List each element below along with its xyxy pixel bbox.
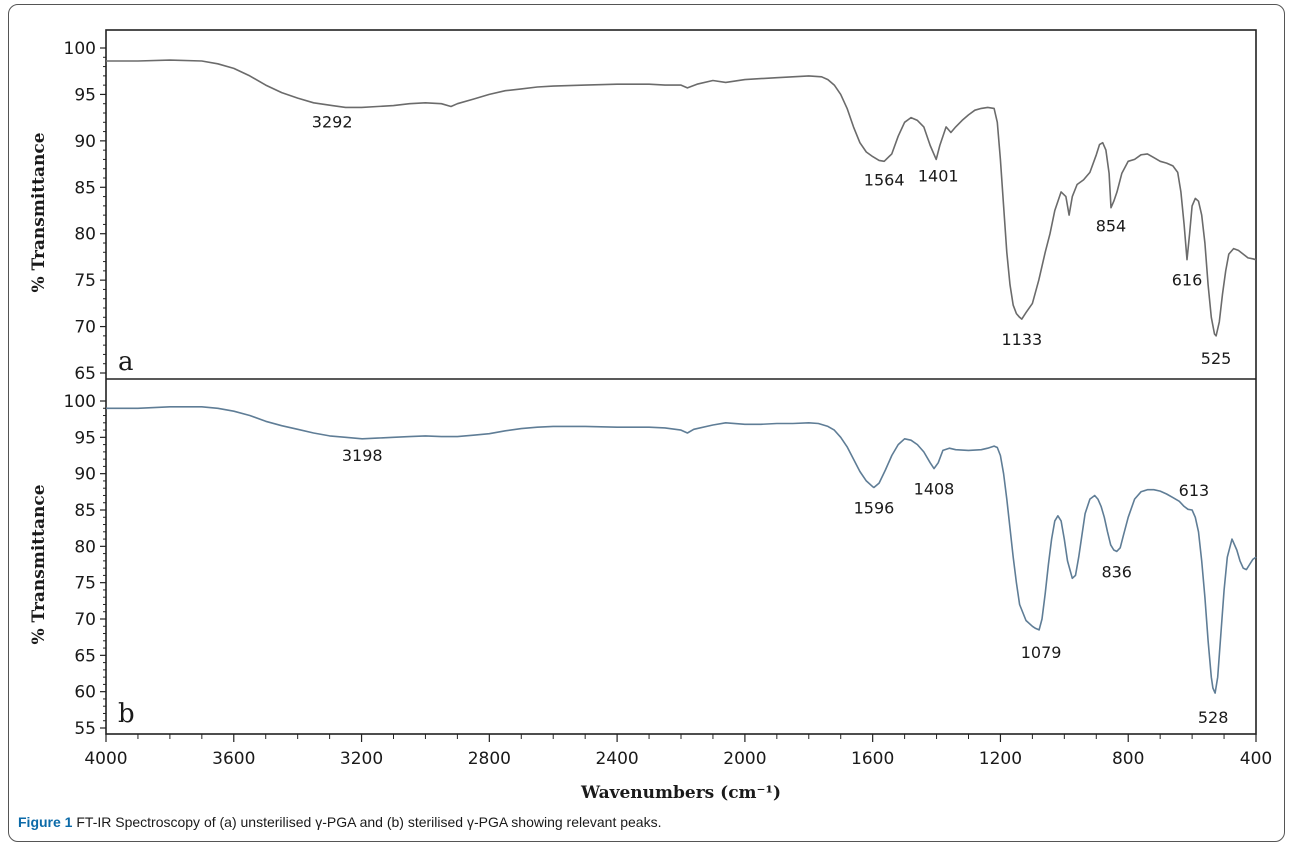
y-tick-label: 95: [74, 85, 96, 105]
x-axis-title: Wavenumbers (cm⁻¹): [580, 783, 781, 803]
panel-label: b: [118, 699, 135, 729]
y-tick-label: 75: [74, 574, 96, 594]
spectrum-line-b: [106, 406, 1257, 694]
spectrum-line-a: [106, 59, 1257, 337]
x-tick-label: 1600: [851, 749, 894, 769]
y-tick-label: 85: [74, 178, 96, 198]
x-tick-label: 3600: [212, 749, 255, 769]
x-tick-label: 400: [1240, 749, 1272, 769]
x-tick-label: 2800: [468, 749, 511, 769]
y-tick-label: 100: [64, 39, 96, 59]
y-tick-label: 100: [64, 392, 96, 412]
y-tick-label: 90: [74, 132, 96, 152]
y-tick-label: 85: [74, 501, 96, 521]
x-tick-label: 2400: [595, 749, 638, 769]
peak-label: 525: [1201, 349, 1232, 368]
x-tick-label: 3200: [340, 749, 383, 769]
peak-label: 854: [1096, 217, 1127, 236]
ftir-chart: 65 70 75 80 85 90 95 100 % Transmittance 3292 1564…: [29, 29, 1272, 803]
peak-label: 836: [1101, 562, 1132, 581]
x-tick-label: 2000: [723, 749, 766, 769]
x-tick-label: 4000: [84, 749, 127, 769]
figure-caption: Figure 1 FT-IR Spectroscopy of (a) unste…: [18, 814, 662, 830]
y-tick-label: 80: [74, 225, 96, 245]
y-tick-label: 70: [74, 610, 96, 630]
plot-border: [105, 29, 1257, 735]
peak-label: 613: [1179, 481, 1210, 500]
peak-label: 1564: [864, 170, 905, 189]
y-tick-label: 70: [74, 318, 96, 338]
x-tick-label: 800: [1112, 749, 1144, 769]
panel-label: a: [118, 347, 134, 377]
y-tick-label: 80: [74, 537, 96, 557]
y-tick-label: 75: [74, 271, 96, 291]
y-tick-label: 90: [74, 465, 96, 485]
peak-label: 1133: [1001, 330, 1042, 349]
y-axis-title: % Transmittance: [29, 484, 49, 644]
peak-label: 1079: [1021, 643, 1062, 662]
peak-label: 528: [1198, 708, 1229, 727]
caption-lead: Figure 1: [18, 814, 73, 830]
y-tick-label: 95: [74, 428, 96, 448]
peak-label: 616: [1172, 271, 1203, 290]
figure-frame: [8, 4, 1285, 842]
peak-label: 3292: [312, 113, 353, 132]
caption-text: FT-IR Spectroscopy of (a) unsterilised γ…: [72, 814, 662, 830]
peak-label: 3198: [342, 446, 383, 465]
peak-label: 1596: [854, 498, 895, 517]
y-tick-label: 65: [74, 364, 96, 384]
y-tick-label: 60: [74, 683, 96, 703]
peak-label: 1408: [914, 480, 955, 499]
y-tick-label: 65: [74, 646, 96, 666]
peak-label: 1401: [918, 166, 959, 185]
y-axis-title: % Transmittance: [29, 132, 49, 292]
y-tick-label: 55: [74, 719, 96, 739]
x-tick-label: 1200: [979, 749, 1022, 769]
